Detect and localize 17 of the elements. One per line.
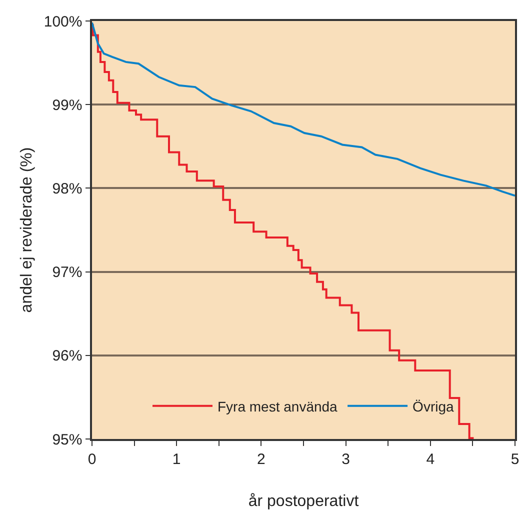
- y-axis-title: andel ej reviderade (%): [18, 147, 36, 313]
- x-axis-title: år postoperativt: [248, 492, 360, 510]
- legend-label: Fyra mest använda: [218, 398, 338, 414]
- y-tick-label: 95%: [52, 431, 82, 448]
- y-tick-label: 99%: [52, 96, 82, 114]
- x-tick-label: 1: [172, 450, 181, 468]
- line-series: [92, 22, 515, 197]
- x-tick-label: 4: [426, 450, 435, 468]
- x-tick-label: 0: [88, 450, 96, 468]
- y-tick-label: 98%: [52, 180, 82, 198]
- x-tick-label: 5: [510, 450, 520, 468]
- y-tick-label: 96%: [52, 348, 82, 365]
- y-tick-label: 97%: [52, 264, 82, 282]
- legend-label: Övriga: [412, 398, 454, 414]
- x-tick-label: 3: [342, 450, 350, 468]
- x-tick-label: 2: [257, 450, 266, 468]
- y-tick-label: 100%: [44, 13, 82, 30]
